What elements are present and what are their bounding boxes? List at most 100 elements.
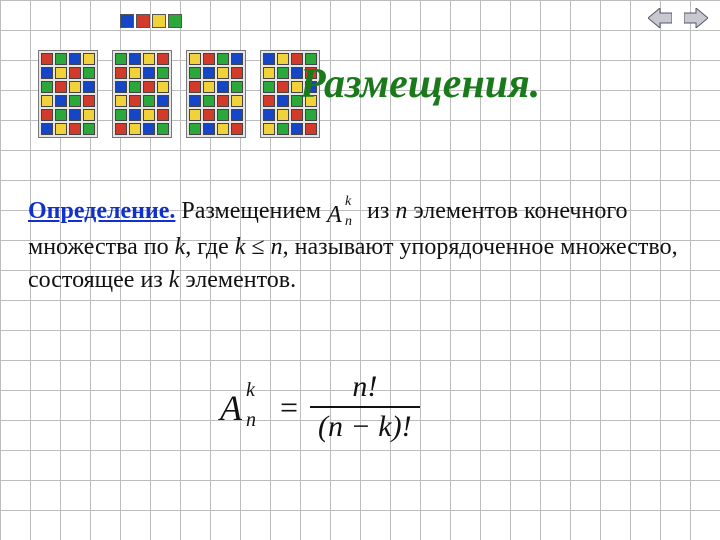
def-kle: k ≤ n bbox=[235, 231, 283, 263]
grid-cell bbox=[263, 95, 275, 107]
grid-cell bbox=[115, 53, 127, 65]
grid-cell bbox=[203, 67, 215, 79]
grid-cell bbox=[83, 53, 95, 65]
grid-cell bbox=[231, 95, 243, 107]
grid-cell bbox=[69, 109, 81, 121]
grid-cell bbox=[41, 95, 53, 107]
marker-square bbox=[168, 14, 182, 28]
grid-cell bbox=[291, 123, 303, 135]
grid-cell bbox=[203, 123, 215, 135]
grid-cell bbox=[231, 109, 243, 121]
grid-cell bbox=[189, 95, 201, 107]
grid-cell bbox=[231, 81, 243, 93]
formula-sup: k bbox=[246, 379, 255, 402]
grid-cell bbox=[41, 123, 53, 135]
grid-cell bbox=[231, 123, 243, 135]
grid-cell bbox=[83, 123, 95, 135]
color-grid bbox=[38, 50, 98, 138]
grid-cell bbox=[263, 53, 275, 65]
grid-cell bbox=[189, 67, 201, 79]
formula-lhs: A k n bbox=[220, 379, 268, 435]
color-grid bbox=[112, 50, 172, 138]
grid-cell bbox=[83, 67, 95, 79]
def-k: k bbox=[175, 234, 186, 260]
grid-cell bbox=[55, 95, 67, 107]
grid-cell bbox=[55, 67, 67, 79]
arrow-right-icon bbox=[684, 8, 708, 28]
grid-cell bbox=[217, 123, 229, 135]
grid-cell bbox=[189, 123, 201, 135]
grid-cell bbox=[157, 53, 169, 65]
def-k2: k bbox=[169, 267, 180, 293]
grid-cell bbox=[143, 67, 155, 79]
grid-cell bbox=[143, 109, 155, 121]
grid-cell bbox=[143, 123, 155, 135]
grid-cell bbox=[129, 53, 141, 65]
symbol-sup-k: k bbox=[345, 193, 351, 212]
grid-cell bbox=[203, 81, 215, 93]
grid-cell bbox=[231, 67, 243, 79]
grid-cell bbox=[305, 109, 317, 121]
grid-cell bbox=[263, 67, 275, 79]
grid-cell bbox=[143, 53, 155, 65]
grid-cell bbox=[115, 109, 127, 121]
grid-cell bbox=[277, 53, 289, 65]
grid-cell bbox=[69, 53, 81, 65]
grid-cell bbox=[129, 123, 141, 135]
grid-cell bbox=[129, 67, 141, 79]
def-text-4: , где bbox=[185, 234, 235, 260]
slide-content: Размещения. Определение. Размещением A k… bbox=[0, 0, 720, 540]
grid-cell bbox=[115, 67, 127, 79]
grid-cell bbox=[277, 123, 289, 135]
grid-cell bbox=[203, 53, 215, 65]
grid-cell bbox=[129, 109, 141, 121]
grid-cell bbox=[69, 81, 81, 93]
grid-cell bbox=[217, 109, 229, 121]
grid-cell bbox=[41, 109, 53, 121]
grid-cell bbox=[143, 95, 155, 107]
grid-cell bbox=[217, 81, 229, 93]
grid-cell bbox=[115, 95, 127, 107]
grid-cell bbox=[69, 123, 81, 135]
grid-cell bbox=[55, 53, 67, 65]
grid-cell bbox=[157, 95, 169, 107]
grid-cell bbox=[129, 95, 141, 107]
grid-cell bbox=[157, 81, 169, 93]
grid-cell bbox=[217, 95, 229, 107]
marker-square bbox=[152, 14, 166, 28]
grid-cell bbox=[69, 95, 81, 107]
color-marker-row bbox=[120, 14, 182, 28]
marker-square bbox=[136, 14, 150, 28]
grid-cell bbox=[217, 67, 229, 79]
color-grid bbox=[186, 50, 246, 138]
grid-cell bbox=[83, 81, 95, 93]
formula-A: A bbox=[220, 387, 242, 429]
definition-label: Определение. bbox=[28, 198, 175, 224]
formula-eq: = bbox=[280, 389, 298, 426]
formula-denominator: (n − k)! bbox=[310, 406, 420, 444]
def-text-2: из bbox=[361, 198, 395, 224]
grid-cell bbox=[277, 81, 289, 93]
grid-cell bbox=[83, 109, 95, 121]
arrangement-formula: A k n = n! (n − k)! bbox=[220, 370, 420, 444]
grid-cell bbox=[189, 53, 201, 65]
grid-cell bbox=[41, 53, 53, 65]
formula-numerator: n! bbox=[344, 370, 385, 406]
grid-cell bbox=[55, 109, 67, 121]
grid-cell bbox=[55, 123, 67, 135]
grid-cell bbox=[203, 95, 215, 107]
inline-ank-symbol: A k n bbox=[327, 199, 361, 231]
nav-next-button[interactable] bbox=[684, 8, 708, 28]
grid-cell bbox=[263, 123, 275, 135]
grid-cell bbox=[143, 81, 155, 93]
grid-cell bbox=[55, 81, 67, 93]
grid-cell bbox=[129, 81, 141, 93]
grid-cell bbox=[305, 123, 317, 135]
grid-cell bbox=[263, 81, 275, 93]
nav-prev-button[interactable] bbox=[648, 8, 672, 28]
grid-cell bbox=[277, 109, 289, 121]
grid-cell bbox=[189, 81, 201, 93]
grid-cell bbox=[41, 81, 53, 93]
grid-cell bbox=[157, 67, 169, 79]
grid-cell bbox=[277, 95, 289, 107]
